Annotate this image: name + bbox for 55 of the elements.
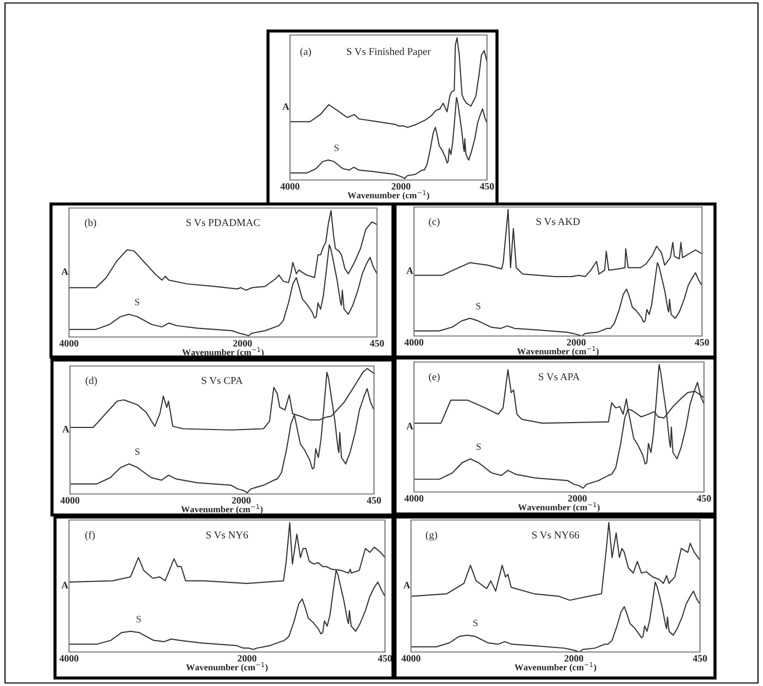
x-tick-label: 2000 (564, 655, 584, 662)
x-axis-title: Wavenumber (cm$^{−1}$) (348, 190, 430, 200)
series-label: S (135, 448, 140, 455)
x-tick-label: 4000 (60, 497, 80, 504)
y-axis-title: A (62, 426, 70, 432)
text: S Vs PDADMAC (186, 219, 260, 226)
annotation: (e) (428, 372, 440, 382)
x-tick-label: 2000 (392, 183, 410, 190)
y-axis-title: A (406, 267, 414, 274)
x-tick-label: 2000 (566, 339, 586, 346)
x-axis-title: Wavenumber (cm$^{−1}$) (181, 504, 263, 514)
x-tick-label: 450 (370, 340, 384, 347)
x-tick-label: 4000 (404, 339, 424, 346)
x-tick-label: 2000 (233, 340, 252, 347)
text: S Vs Finished Paper (346, 48, 431, 58)
x-axis-title: Wavenumber (cm$^{−1}$) (514, 662, 596, 672)
annotation: (g) (426, 531, 438, 541)
annotation: (d) (86, 376, 97, 386)
x-tick-label: 4000 (59, 655, 78, 662)
x-axis-title: Wavenumber (cm$^{−1}$) (518, 502, 600, 512)
x-tick-label: 450 (366, 497, 381, 504)
y-axis-title: A (406, 422, 414, 430)
x-tick-label: 2000 (568, 495, 587, 502)
y-axis-title: A (61, 268, 68, 275)
y-axis-title: A (282, 103, 290, 110)
x-tick-label: 4000 (280, 183, 300, 190)
text: S Vs CPA (202, 376, 243, 384)
annotation: (b) (84, 218, 96, 228)
x-tick-label: 450 (696, 495, 711, 502)
series-label: S (136, 616, 141, 622)
x-axis-title: Wavenumber (cm$^{−1}$) (517, 346, 599, 356)
annotation: (f) (85, 531, 95, 541)
x-tick-label: 450 (692, 655, 707, 662)
series-label: S (135, 298, 140, 306)
series-label: S (334, 144, 339, 152)
text: S Vs AKD (536, 218, 580, 226)
x-tick-label: 450 (694, 339, 709, 346)
x-tick-label: 2000 (238, 655, 256, 662)
annotation: (c) (428, 218, 440, 228)
x-tick-label: 4000 (404, 495, 424, 502)
x-axis-title: Wavenumber (cm$^{−1}$) (186, 662, 268, 672)
series-label: S (476, 443, 481, 450)
text: S Vs NY6 (206, 531, 248, 539)
x-tick-label: 450 (480, 183, 494, 190)
annotation: (a) (300, 48, 311, 58)
x-tick-label: 2000 (232, 497, 251, 504)
x-tick-label: 450 (378, 655, 392, 662)
x-tick-label: 4000 (59, 340, 78, 347)
text: S Vs NY66 (532, 531, 580, 539)
x-tick-label: 4000 (401, 655, 420, 662)
y-axis-title: A (61, 582, 68, 588)
text: S Vs APA (538, 373, 580, 380)
series-label: S (473, 620, 478, 626)
y-axis-title: A (403, 582, 410, 588)
series-label: S (476, 302, 480, 310)
